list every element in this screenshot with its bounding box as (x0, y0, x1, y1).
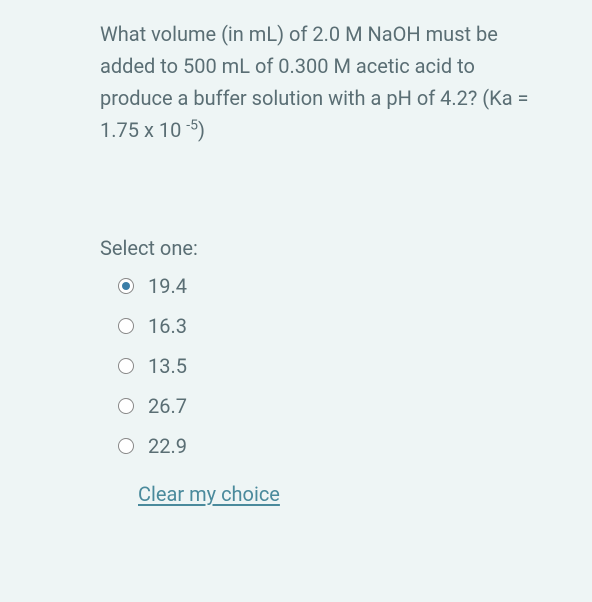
option-row[interactable]: 22.9 (118, 434, 542, 458)
option-label: 22.9 (148, 434, 187, 458)
question-text: What volume (in mL) of 2.0 M NaOH must b… (100, 18, 542, 146)
radio-icon[interactable] (118, 438, 134, 454)
select-one-label: Select one: (100, 236, 542, 260)
radio-icon[interactable] (118, 358, 134, 374)
question-exponent: -5 (186, 117, 198, 133)
question-part2: ) (198, 118, 205, 142)
question-part1: What volume (in mL) of 2.0 M NaOH must b… (100, 22, 529, 142)
option-label: 19.4 (148, 274, 187, 298)
option-label: 13.5 (148, 354, 187, 378)
radio-icon[interactable] (118, 278, 134, 294)
option-row[interactable]: 16.3 (118, 314, 542, 338)
option-row[interactable]: 19.4 (118, 274, 542, 298)
clear-choice-link[interactable]: Clear my choice (138, 482, 280, 506)
option-label: 26.7 (148, 394, 187, 418)
option-row[interactable]: 26.7 (118, 394, 542, 418)
radio-icon[interactable] (118, 318, 134, 334)
option-label: 16.3 (148, 314, 187, 338)
options-group: 19.4 16.3 13.5 26.7 22.9 (100, 274, 542, 458)
radio-icon[interactable] (118, 398, 134, 414)
option-row[interactable]: 13.5 (118, 354, 542, 378)
